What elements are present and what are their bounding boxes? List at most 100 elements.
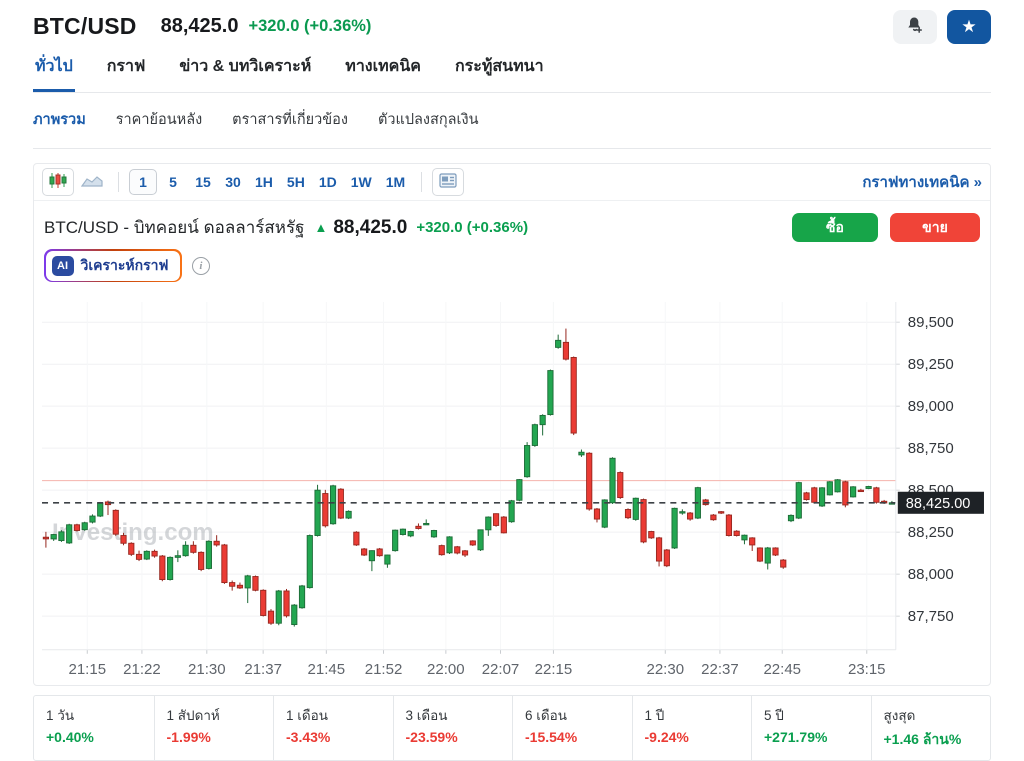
svg-text:21:22: 21:22 — [123, 661, 161, 678]
perf-value: -1.99% — [166, 728, 211, 745]
ai-badge-icon: AI — [51, 255, 74, 276]
chart-svg[interactable]: 87,75088,00088,25088,50088,75089,00089,2… — [36, 284, 990, 683]
perf-label: 1 ปี — [644, 707, 665, 723]
perf-label: 6 เดือน — [525, 707, 567, 723]
ai-button-label: วิเคราะห์กราฟ — [80, 256, 169, 273]
perf-label: 5 ปี — [764, 707, 784, 723]
chart-change: +320.0 (+0.36%) — [416, 219, 529, 236]
perf-label: 1 สัปดาห์ — [166, 707, 220, 723]
svg-text:23:15: 23:15 — [848, 661, 886, 678]
news-panel-button[interactable] — [432, 168, 465, 196]
ai-analyze-chart-button[interactable]: AI วิเคราะห์กราฟ — [44, 249, 182, 282]
svg-text:89,000: 89,000 — [908, 398, 954, 415]
perf-value: +1.46 ล้าน% — [883, 730, 962, 747]
perf-cell-1day[interactable]: 1 วัน +0.40% — [34, 696, 154, 760]
header-actions: ★ — [893, 9, 991, 44]
perf-cell-5years[interactable]: 5 ปี +271.79% — [751, 695, 871, 760]
perf-cell-1month[interactable]: 1 เดือน -3.43% — [273, 695, 393, 760]
main-tabs: ทั่วไป กราฟ ข่าว & บทวิเคราะห์ ทางเทคนิค… — [33, 46, 991, 93]
candlestick-style-button[interactable] — [42, 168, 74, 196]
perf-cell-1week[interactable]: 1 สัปดาห์ -1.99% — [153, 695, 274, 760]
timeframe-1h[interactable]: 1H — [249, 169, 279, 195]
technical-chart-link[interactable]: กราฟทางเทคนิค » — [862, 174, 982, 191]
toolbar-divider — [118, 172, 119, 192]
perf-cell-1year[interactable]: 1 ปี -9.24% — [631, 695, 752, 760]
candlestick-icon — [49, 172, 67, 192]
subnav-overview[interactable]: ภาพรวม — [33, 112, 86, 128]
area-style-button[interactable] — [76, 168, 108, 196]
bell-plus-icon — [905, 15, 925, 38]
svg-text:87,750: 87,750 — [908, 608, 954, 625]
header-change-pct: (+0.36%) — [304, 17, 372, 35]
svg-text:88,250: 88,250 — [908, 524, 954, 541]
add-to-watchlist-button[interactable]: ★ — [947, 9, 991, 44]
chart-last-price: 88,425.0 — [333, 216, 408, 238]
perf-cell-3months[interactable]: 3 เดือน -23.59% — [392, 695, 513, 760]
timeframe-1w[interactable]: 1W — [345, 169, 378, 195]
create-alert-button[interactable] — [893, 9, 937, 44]
svg-text:22:45: 22:45 — [763, 661, 801, 678]
svg-text:22:07: 22:07 — [482, 661, 520, 678]
svg-text:88,000: 88,000 — [908, 566, 954, 583]
svg-text:21:45: 21:45 — [308, 661, 346, 678]
toolbar-divider — [421, 172, 423, 192]
tab-chart[interactable]: กราฟ — [106, 58, 146, 75]
timeframe-15[interactable]: 15 — [189, 169, 217, 195]
svg-text:22:30: 22:30 — [646, 661, 684, 678]
perf-value: +271.79% — [764, 728, 828, 745]
tab-discussion[interactable]: กระทู้สนทนา — [454, 58, 544, 75]
info-icon[interactable]: i — [191, 256, 210, 275]
svg-text:88,425.00: 88,425.00 — [906, 496, 971, 512]
svg-text:21:15: 21:15 — [68, 661, 106, 678]
perf-label: 3 เดือน — [405, 707, 448, 723]
tab-news-analysis[interactable]: ข่าว & บทวิเคราะห์ — [179, 58, 312, 75]
timeframe-1[interactable]: 1 — [129, 169, 157, 195]
timeframe-1d[interactable]: 1D — [313, 169, 343, 195]
perf-label: 1 เดือน — [286, 707, 328, 723]
svg-text:22:37: 22:37 — [701, 661, 739, 678]
sell-button[interactable]: ขาย — [890, 213, 980, 242]
news-panel-icon — [439, 173, 457, 191]
symbol-title: BTC/USD — [33, 13, 137, 39]
svg-text:22:15: 22:15 — [535, 661, 573, 678]
timeframe-5[interactable]: 5 — [159, 169, 187, 195]
buy-button[interactable]: ซื้อ — [792, 213, 878, 242]
area-chart-icon — [80, 173, 103, 191]
timeframe-1m[interactable]: 1M — [380, 169, 411, 195]
up-arrow-icon: ▲ — [314, 220, 328, 235]
subnav-historical-data[interactable]: ราคาย้อนหลัง — [115, 112, 203, 128]
ai-analysis-row: AI วิเคราะห์กราฟ i — [34, 242, 990, 282]
tab-general[interactable]: ทั่วไป — [33, 46, 75, 92]
svg-text:22:00: 22:00 — [427, 661, 465, 678]
ai-analyze-chart-button-inner[interactable]: AI วิเคราะห์กราฟ — [45, 250, 181, 281]
sub-navigation: ภาพรวม ราคาย้อนหลัง ตราสารที่เกี่ยวข้อง … — [33, 93, 991, 149]
perf-label: สูงสุด — [883, 707, 916, 723]
subnav-related-instruments[interactable]: ตราสารที่เกี่ยวข้อง — [232, 112, 348, 128]
perf-value: -15.54% — [525, 728, 578, 745]
header-change: +320.0 (+0.36%) — [248, 17, 371, 36]
chart-widget: 1 5 15 30 1H 5H 1D 1W 1M — [33, 163, 991, 686]
perf-value: -23.59% — [405, 728, 458, 745]
chart-instrument-title: BTC/USD - บิทคอยน์ ดอลลาร์สหรัฐ — [44, 218, 305, 237]
perf-value: -9.24% — [644, 728, 689, 745]
timeframe-5h[interactable]: 5H — [281, 169, 311, 195]
perf-cell-6months[interactable]: 6 เดือน -15.54% — [512, 695, 632, 760]
chart-header: BTC/USD - บิทคอยน์ ดอลลาร์สหรัฐ ▲ 88,425… — [34, 201, 990, 242]
star-icon: ★ — [961, 16, 977, 36]
header-change-abs: +320.0 — [248, 17, 300, 35]
svg-text:88,750: 88,750 — [908, 440, 954, 457]
subnav-currency-converter[interactable]: ตัวแปลงสกุลเงิน — [377, 112, 479, 128]
trade-buttons: ซื้อ ขาย — [792, 213, 980, 242]
timeframe-30[interactable]: 30 — [219, 169, 247, 195]
perf-cell-max[interactable]: สูงสุด +1.46 ล้าน% — [870, 695, 991, 760]
instrument-header: BTC/USD 88,425.0 +320.0 (+0.36%) ★ — [33, 0, 991, 44]
performance-table: 1 วัน +0.40% 1 สัปดาห์ -1.99% 1 เดือน -3… — [33, 694, 991, 761]
perf-value: +0.40% — [46, 728, 94, 745]
header-price: 88,425.0 — [160, 15, 239, 37]
svg-text:Investing.com: Investing.com — [52, 519, 214, 546]
svg-text:89,250: 89,250 — [908, 356, 954, 373]
tab-technical[interactable]: ทางเทคนิค — [345, 58, 421, 75]
candlestick-chart[interactable]: 87,750 88,000 88,250 88,500 88,750 89,000 89,2… — [34, 282, 990, 685]
chart-toolbar: 1 5 15 30 1H 5H 1D 1W 1M — [34, 164, 990, 201]
